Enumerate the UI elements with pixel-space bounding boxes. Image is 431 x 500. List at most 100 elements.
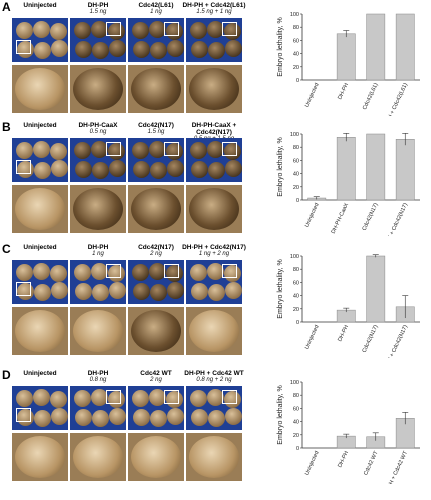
embryo-dish-photo xyxy=(12,386,68,430)
group-dose: 0.8 ng + 2 ng xyxy=(196,377,232,383)
category-label: Uninjected xyxy=(304,82,320,108)
lethality-chart: Embryo lethality, % 0 20 40 60 80 100 Uninjecte… xyxy=(276,8,426,132)
panel-b: B Uninjected DH-PH-CaaX 0.5 ng Cdc42(N17) 1.5… xyxy=(0,120,431,267)
panel-letter: B xyxy=(2,120,11,134)
category-label: DH-PH-CaaX xyxy=(331,202,351,235)
inset-box xyxy=(164,142,179,156)
y-tick-label: 20 xyxy=(293,65,299,71)
embryo xyxy=(74,22,91,39)
embryo xyxy=(207,21,224,38)
embryo-closeup xyxy=(131,436,181,478)
group-dose: 2 ng xyxy=(150,251,162,257)
panel-letter: C xyxy=(2,242,11,256)
embryo xyxy=(132,264,149,281)
panel-letter: A xyxy=(2,0,11,14)
group-header: Cdc42(N17) 2 ng xyxy=(120,244,192,258)
group-header: Cdc42 WT 2 ng xyxy=(120,370,192,384)
group-header: DH-PH 1 ng xyxy=(62,244,134,258)
bar xyxy=(336,137,356,201)
embryo xyxy=(149,389,166,406)
inset-box xyxy=(16,40,31,54)
embryo xyxy=(51,408,68,425)
embryo xyxy=(208,42,225,59)
group-name: Uninjected xyxy=(23,370,57,377)
y-tick-label: 100 xyxy=(290,380,299,386)
y-tick-label: 0 xyxy=(296,446,299,452)
category-label: Uninjected xyxy=(304,324,320,350)
embryo xyxy=(132,22,149,39)
embryo-closeup xyxy=(15,310,65,352)
y-tick-label: 60 xyxy=(293,158,299,164)
category-label: DH-PH-CaaX + Cdc42(N17) xyxy=(374,202,409,236)
category-label: DH-PH + Cdc42(L61) xyxy=(381,82,409,116)
bar-chart-svg: Embryo lethality, % 0 20 40 60 80 100 Uninjecte… xyxy=(277,254,420,375)
embryo-dish-photo xyxy=(186,138,242,182)
group-name: DH-PH xyxy=(87,2,109,9)
group-header: DH-PH + Cdc42(N17) 1 ng + 2 ng xyxy=(178,244,250,258)
inset-box xyxy=(16,160,31,174)
embryo xyxy=(50,265,67,282)
category-label: Uninjected xyxy=(304,202,320,228)
embryo xyxy=(133,409,150,426)
y-tick-label: 60 xyxy=(293,406,299,412)
embryo-closeup xyxy=(131,188,181,230)
embryo xyxy=(133,283,150,300)
group-name: Uninjected xyxy=(23,244,57,251)
embryo-dish-photo xyxy=(186,260,242,304)
inset-box xyxy=(106,22,121,36)
embryo-dish-photo xyxy=(186,18,242,62)
embryo xyxy=(34,162,51,179)
embryo-closeup-photo xyxy=(128,307,184,355)
embryo-closeup-photo xyxy=(186,65,242,113)
embryo xyxy=(225,40,242,57)
embryo xyxy=(16,142,33,159)
y-tick-label: 100 xyxy=(290,254,299,260)
embryo xyxy=(207,389,224,406)
group-header: Uninjected xyxy=(4,244,76,251)
embryo-closeup-photo xyxy=(70,185,126,233)
group-name: Cdc42(N17) xyxy=(138,244,174,251)
group-name: Uninjected xyxy=(23,122,57,129)
embryo xyxy=(50,391,67,408)
group-dose: 1 ng + 2 ng xyxy=(198,251,230,257)
panel-a: A Uninjected DH-PH 1.5 ng Cdc42(L61) 1 ng DH-P… xyxy=(0,0,431,132)
embryo xyxy=(33,263,50,280)
embryo-dish-photo xyxy=(70,386,126,430)
y-tick-label: 20 xyxy=(293,307,299,313)
embryo xyxy=(92,162,109,179)
embryo-photos xyxy=(12,138,244,234)
embryo xyxy=(149,141,166,158)
embryo xyxy=(191,161,208,178)
y-axis-label: Embryo lethality, % xyxy=(277,259,284,318)
embryo-dish-photo xyxy=(70,260,126,304)
category-label: Cdc42 WT xyxy=(363,450,380,477)
embryo xyxy=(34,42,51,59)
embryo xyxy=(191,409,208,426)
embryo-closeup-photo xyxy=(128,65,184,113)
group-header: DH-PH 1.5 ng xyxy=(62,2,134,16)
embryo xyxy=(74,264,91,281)
group-header: Uninjected xyxy=(4,370,76,377)
group-header: DH-PH-CaaX 0.5 ng xyxy=(62,122,134,136)
bar xyxy=(366,13,386,81)
embryo-closeup xyxy=(73,188,123,230)
category-label: DH-PH + Cdc42(N17) xyxy=(381,324,409,358)
embryo xyxy=(167,282,184,299)
embryo xyxy=(150,284,167,301)
embryo-photos xyxy=(12,18,244,114)
y-tick-label: 40 xyxy=(293,294,299,300)
y-tick-label: 100 xyxy=(290,12,299,18)
embryo-closeup xyxy=(189,68,239,110)
inset-box xyxy=(106,142,121,156)
embryo xyxy=(50,23,67,40)
embryo xyxy=(51,282,68,299)
category-label: Cdc42(L61) xyxy=(362,82,380,111)
embryo xyxy=(150,42,167,59)
embryo-closeup-photo xyxy=(12,307,68,355)
group-name: DH-PH-CaaX xyxy=(78,122,118,129)
embryo xyxy=(208,162,225,179)
embryo xyxy=(92,284,109,301)
embryo-closeup-photo xyxy=(12,433,68,481)
embryo xyxy=(167,160,184,177)
embryo-dish-photo xyxy=(70,138,126,182)
